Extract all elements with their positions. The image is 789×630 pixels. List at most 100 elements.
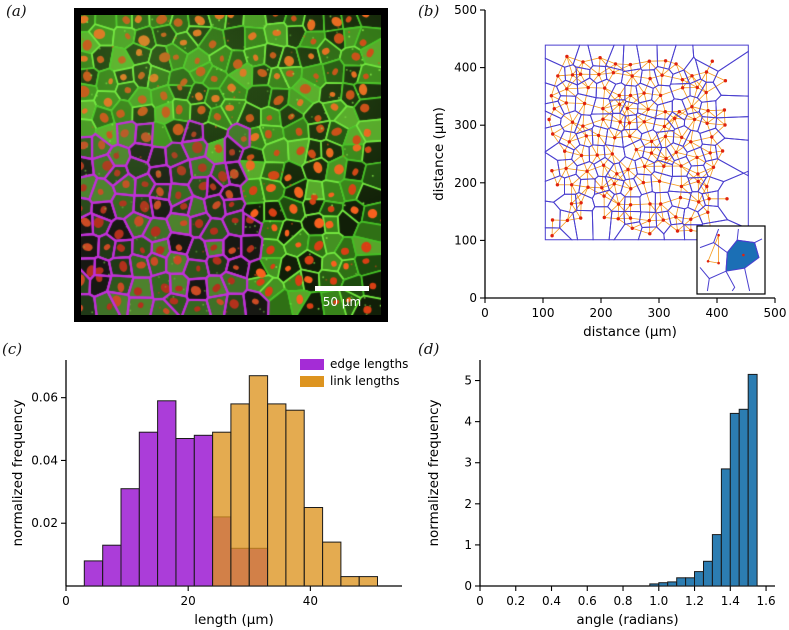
cell-centre-dot [723, 79, 728, 83]
centre-link [649, 203, 664, 221]
x-axis-title: angle (radians) [576, 612, 678, 628]
inset-cell-edge [754, 242, 760, 258]
centre-link [697, 173, 708, 187]
y-tick-label: 500 [454, 3, 477, 17]
cell-centre-dot [600, 186, 604, 190]
x-tick-label: 1.0 [649, 594, 668, 608]
link-lengths-label: link lengths [330, 374, 400, 388]
cell-centre-dot [695, 85, 699, 90]
cell-edge-polygon [544, 141, 575, 161]
cell-centre-dot [674, 215, 678, 219]
y-tick-label: 400 [454, 61, 477, 75]
histogram-bar [138, 431, 159, 587]
cell-centre-dot [707, 197, 711, 201]
cell-centre-dot [647, 59, 651, 63]
cell-centre-dot [677, 110, 681, 114]
histogram-bar [729, 412, 740, 587]
cell-centre-dot [695, 155, 699, 160]
y-axis-title: distance (μm) [431, 107, 447, 201]
histogram-bar [658, 582, 669, 587]
y-tick-label: 0.04 [31, 453, 58, 467]
cell-centre-dot [581, 124, 585, 128]
cell-centre-dot [570, 73, 575, 77]
cell-edge-polygon [544, 82, 562, 105]
cell-centre-dot [611, 71, 616, 75]
histogram-bar [212, 431, 232, 587]
cell-centre-dot [612, 182, 616, 186]
cell-centre-dot [596, 133, 601, 138]
cell-edge-polygon [663, 222, 686, 241]
inset-cell-edge [706, 278, 710, 292]
cell-centre-dot [705, 121, 709, 126]
cell-centre-dot [649, 139, 654, 144]
cell-centre-dot [680, 135, 684, 140]
cell-centre-dot [647, 218, 651, 223]
histogram-bar [157, 400, 177, 587]
centre-link [601, 187, 619, 205]
cell-centre-dot [680, 86, 685, 90]
y-tick-label: 0.02 [31, 516, 58, 530]
centre-link [601, 173, 618, 189]
centre-link [572, 74, 589, 88]
x-tick-label: 20 [181, 594, 196, 608]
centre-link [664, 111, 680, 127]
cell-centre-dot [603, 86, 607, 90]
cell-centre-dot [613, 62, 618, 66]
x-tick-label: 0 [481, 306, 489, 320]
histogram-bar [303, 507, 324, 587]
cell-edge-polygon [712, 50, 749, 97]
cell-centre-dot [634, 147, 638, 152]
histogram-bar [120, 488, 140, 587]
cell-centre-dot [690, 105, 694, 109]
cell-centre-dot [616, 202, 621, 206]
histogram-bar [83, 560, 104, 587]
inset-link [707, 260, 719, 264]
histogram-bar [685, 577, 696, 587]
inset-cell-edge [725, 270, 736, 292]
x-tick-label: 200 [590, 306, 613, 320]
centre-link [681, 186, 699, 203]
centre-link [674, 106, 693, 119]
centre-link [630, 95, 649, 110]
cell-centre-dot [597, 72, 601, 77]
cell-centre-dot [564, 101, 568, 105]
tessellation-network [544, 44, 749, 241]
cell-centre-dot [578, 72, 583, 76]
cell-centre-dot [706, 210, 710, 214]
centre-link [627, 92, 645, 109]
histogram-bar [694, 571, 704, 587]
length-histogram-plot: 0 20 40 0.02 0.04 0.06 length (μm) normalized f… [10, 360, 402, 628]
cell-centre-dot [708, 151, 712, 155]
cell-centre-dot [550, 234, 554, 238]
centre-link [614, 169, 629, 185]
cell-centre-dot [625, 106, 630, 111]
centre-link [619, 104, 630, 124]
x-tick-label: 0.4 [542, 594, 561, 608]
cell-centre-dot [582, 101, 587, 106]
centre-link [599, 57, 614, 73]
cell-edge-polygon [572, 209, 594, 241]
cell-centre-dot [661, 218, 665, 222]
centre-link [598, 63, 616, 75]
cell-centre-dot [664, 156, 668, 161]
cell-centre-dot [602, 215, 606, 220]
x-tick-label: 0.2 [506, 594, 525, 608]
histogram-bar [322, 541, 342, 587]
centre-link [572, 121, 587, 137]
cell-centre-dot [648, 232, 652, 236]
histogram-bar [703, 560, 713, 587]
centre-link [566, 73, 581, 90]
cell-centre-dot [579, 216, 583, 220]
cell-centre-dot [663, 110, 667, 114]
scale-bar-label: 50 μm [322, 295, 362, 309]
centre-link [617, 218, 633, 229]
cell-edge-polygon [608, 210, 626, 241]
x-tick-label: 0.8 [613, 594, 632, 608]
cell-centre-dot [547, 117, 551, 122]
cell-centre-dot [705, 184, 709, 189]
legend-item-link-lengths: link lengths [300, 374, 408, 388]
inset-cell-edge [699, 242, 728, 280]
inset-cell-edge [713, 228, 720, 243]
inset-node [717, 261, 720, 265]
